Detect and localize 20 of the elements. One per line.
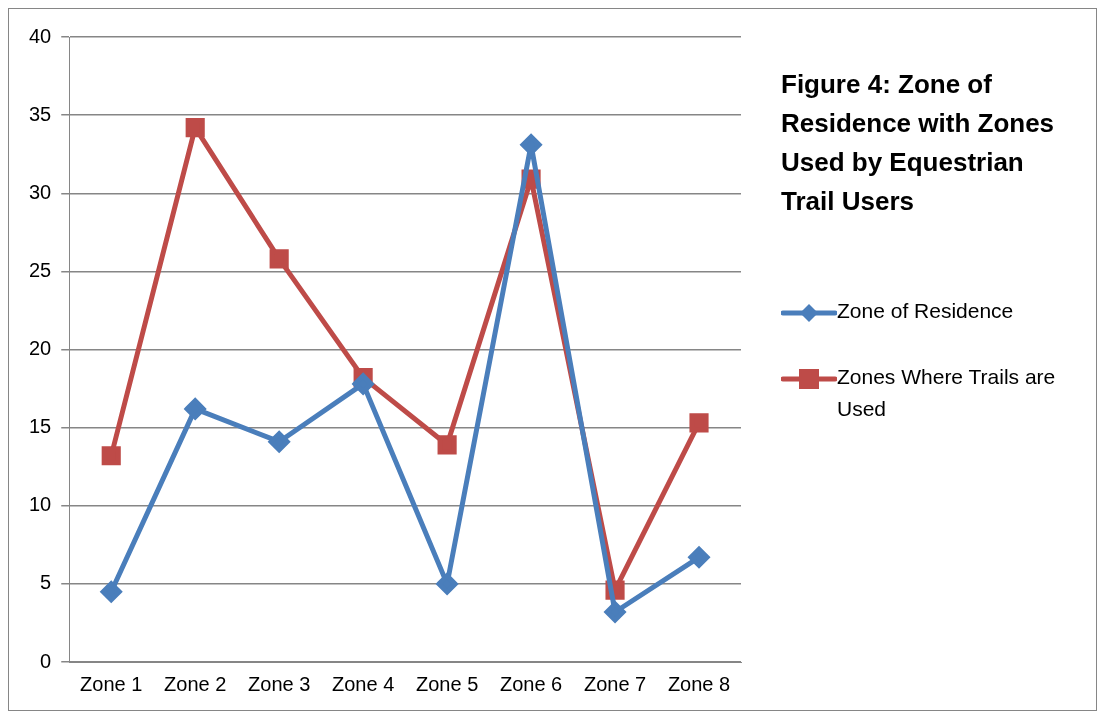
y-tick-label: 40 — [29, 24, 52, 47]
legend-label: Zone of Residence — [837, 298, 1014, 324]
y-tick-label: 0 — [40, 649, 52, 672]
y-tick-label: 15 — [29, 415, 52, 438]
x-tick-label: Zone 4 — [332, 672, 395, 695]
y-tick-label: 25 — [29, 258, 52, 281]
y-tick-label: 30 — [29, 180, 52, 203]
x-tick-label: Zone 2 — [164, 672, 227, 695]
x-tick-label: Zone 1 — [80, 672, 143, 695]
y-tick-label: 20 — [29, 337, 52, 360]
text: Figure 4: Zone of Residence with Zones Used by Equestrian Trail Users — [781, 68, 1056, 218]
y-tick-label: 5 — [40, 571, 52, 594]
x-tick-label: Zone 5 — [415, 672, 479, 695]
x-tick-label: Zone 3 — [248, 672, 311, 695]
y-tick-label: 10 — [29, 493, 52, 516]
x-tick-label: Zone 8 — [667, 672, 731, 695]
x-tick-label: Zone 6 — [499, 672, 563, 695]
legend-label: Zones Where Trails are Used — [837, 364, 1057, 422]
x-tick-label: Zone 7 — [583, 672, 647, 695]
y-tick-label: 35 — [29, 102, 52, 125]
